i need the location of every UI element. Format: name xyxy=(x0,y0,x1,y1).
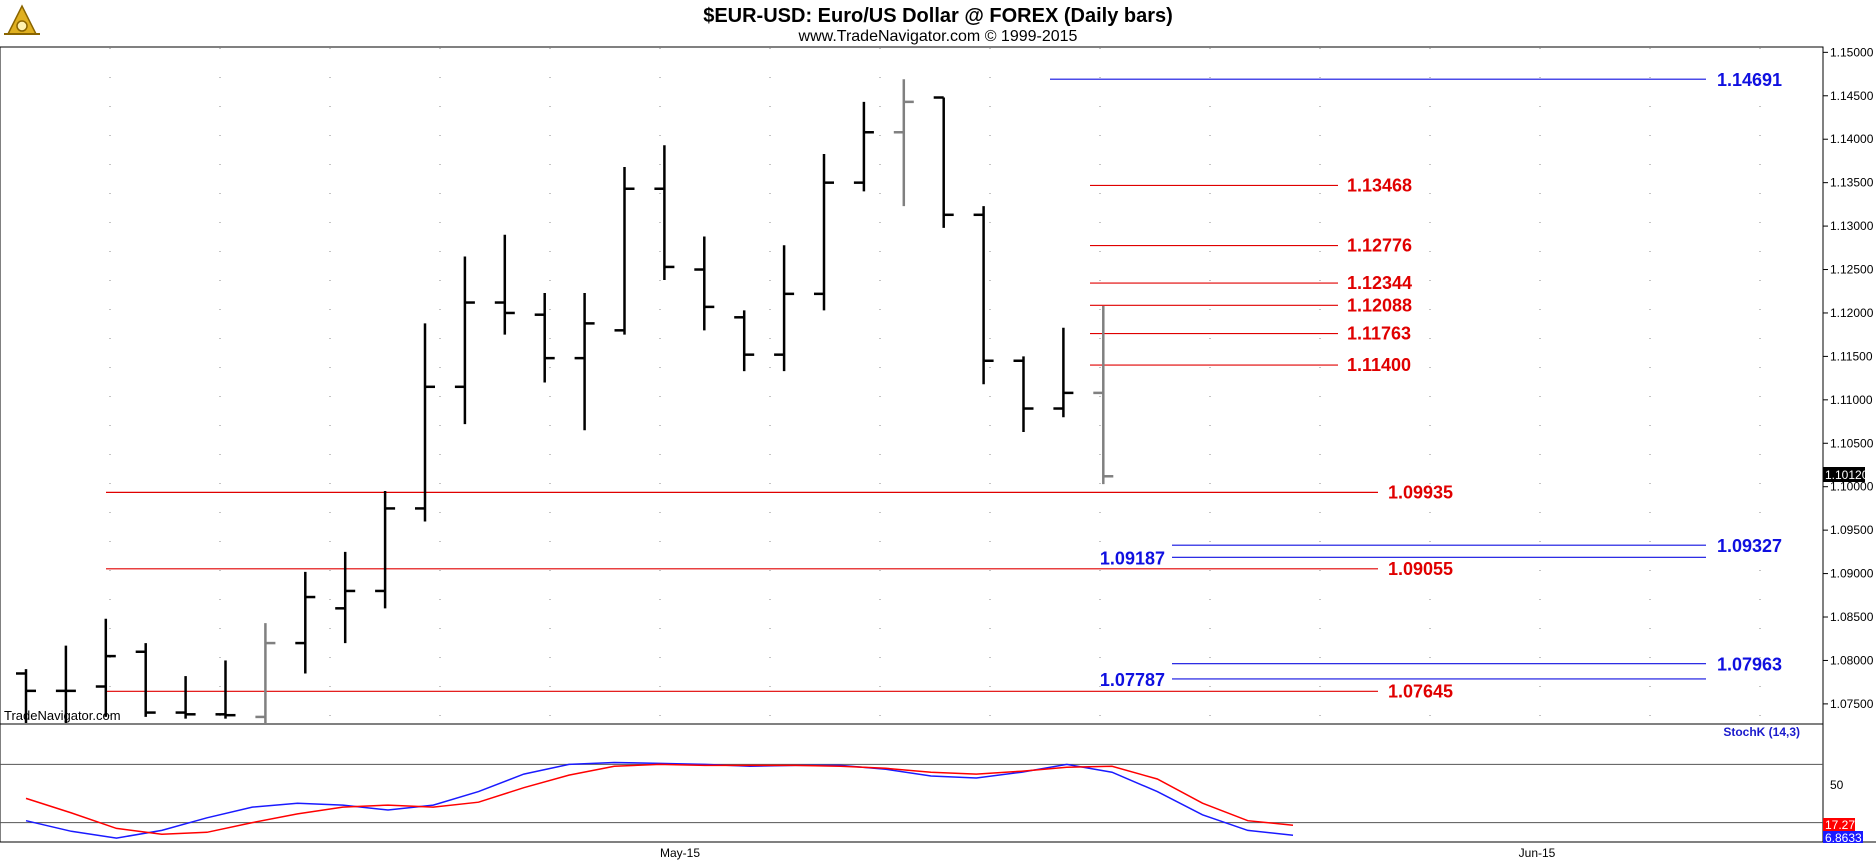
fib-label: 1.09327 xyxy=(1717,536,1782,556)
fib-label: 1.09187 xyxy=(1100,548,1165,568)
y-tick-label: 1.12000 xyxy=(1830,306,1874,320)
x-tick-jun: Jun-15 xyxy=(1519,846,1556,860)
support-label: 1.07645 xyxy=(1388,681,1453,701)
y-tick-label: 1.09500 xyxy=(1830,523,1874,537)
last-price-label: 1.10120 xyxy=(1825,468,1869,482)
y-tick-label: 1.10500 xyxy=(1830,436,1874,450)
price-bars xyxy=(16,79,1114,723)
y-tick-label: 1.12500 xyxy=(1830,263,1874,277)
ohlc-bar xyxy=(574,292,595,431)
y-tick-label: 1.15000 xyxy=(1830,45,1874,59)
support-label: 1.12344 xyxy=(1347,273,1412,293)
y-tick-label: 1.07500 xyxy=(1830,697,1874,711)
ohlc-bar xyxy=(534,292,555,383)
support-label: 1.12088 xyxy=(1347,295,1412,315)
fib-label: 1.14691 xyxy=(1717,70,1782,90)
support-label: 1.11400 xyxy=(1347,355,1411,375)
ohlc-bar xyxy=(614,167,635,335)
ohlc-bar xyxy=(454,256,475,425)
y-tick-label: 1.13000 xyxy=(1830,219,1874,233)
ohlc-bar xyxy=(255,623,276,723)
ohlc-bar xyxy=(933,96,954,228)
ohlc-bar xyxy=(415,323,435,522)
support-label: 1.09935 xyxy=(1388,482,1453,502)
last-price-marker: 1.10120 xyxy=(1823,467,1869,482)
stoch-d-value: 17.27 xyxy=(1825,818,1855,832)
ohlc-bar xyxy=(375,491,396,609)
ohlc-bar xyxy=(973,206,994,385)
stoch-d-marker: 17.27 xyxy=(1823,818,1855,832)
ohlc-bar xyxy=(893,79,914,207)
ohlc-bar xyxy=(95,618,116,717)
support-label: 1.09055 xyxy=(1388,559,1453,579)
fib-label: 1.07787 xyxy=(1100,670,1165,690)
ohlc-bar xyxy=(55,645,76,723)
ohlc-bar xyxy=(814,153,834,311)
ohlc-bar xyxy=(135,643,156,717)
y-tick-label: 1.08000 xyxy=(1830,653,1874,667)
stoch-tick-50: 50 xyxy=(1830,778,1844,792)
ohlc-bar xyxy=(1053,327,1074,418)
ohlc-bar xyxy=(335,551,356,644)
ohlc-bar xyxy=(654,145,675,280)
support-label: 1.11763 xyxy=(1347,324,1411,344)
support-label: 1.12776 xyxy=(1347,236,1412,256)
chart-title: $EUR-USD: Euro/US Dollar @ FOREX (Daily … xyxy=(703,5,1173,27)
ohlc-bar xyxy=(1013,356,1034,432)
ohlc-bar xyxy=(774,245,795,372)
ohlc-bar xyxy=(1093,306,1114,485)
stoch-title: StochK (14,3) xyxy=(1723,725,1800,739)
sextant-logo-icon xyxy=(4,4,40,35)
y-tick-label: 1.09000 xyxy=(1830,567,1874,581)
ohlc-bar xyxy=(16,669,36,723)
fib-label: 1.07963 xyxy=(1717,655,1782,675)
y-tick-label: 1.13500 xyxy=(1830,176,1874,190)
stochastic-panel xyxy=(0,761,1823,839)
y-tick-label: 1.10000 xyxy=(1830,480,1874,494)
ohlc-bar xyxy=(734,310,755,372)
ohlc-bar xyxy=(175,676,196,719)
price-axis: 1.07500 1.08000 1.08500 1.09000 1.09500 1.100… xyxy=(1823,45,1874,711)
y-tick-label: 1.11000 xyxy=(1830,393,1873,407)
ohlc-bar xyxy=(295,571,316,674)
y-tick-label: 1.14500 xyxy=(1830,89,1874,103)
ohlc-bar xyxy=(694,236,715,331)
support-label: 1.13468 xyxy=(1347,175,1412,195)
stoch-k-marker: 6.8633 xyxy=(1823,831,1863,845)
ohlc-bar xyxy=(494,234,515,335)
ohlc-bar xyxy=(215,660,236,719)
watermark: TradeNavigator.com xyxy=(4,708,121,723)
y-tick-label: 1.11500 xyxy=(1830,349,1873,363)
y-tick-label: 1.14000 xyxy=(1830,132,1874,146)
chart-subtitle: www.TradeNavigator.com © 1999-2015 xyxy=(798,28,1078,45)
x-tick-may: May-15 xyxy=(660,846,700,860)
y-tick-label: 1.08500 xyxy=(1830,610,1874,624)
ohlc-bar xyxy=(853,101,874,192)
stoch-k-value: 6.8633 xyxy=(1825,831,1862,845)
stoch-d-line xyxy=(25,763,1294,835)
